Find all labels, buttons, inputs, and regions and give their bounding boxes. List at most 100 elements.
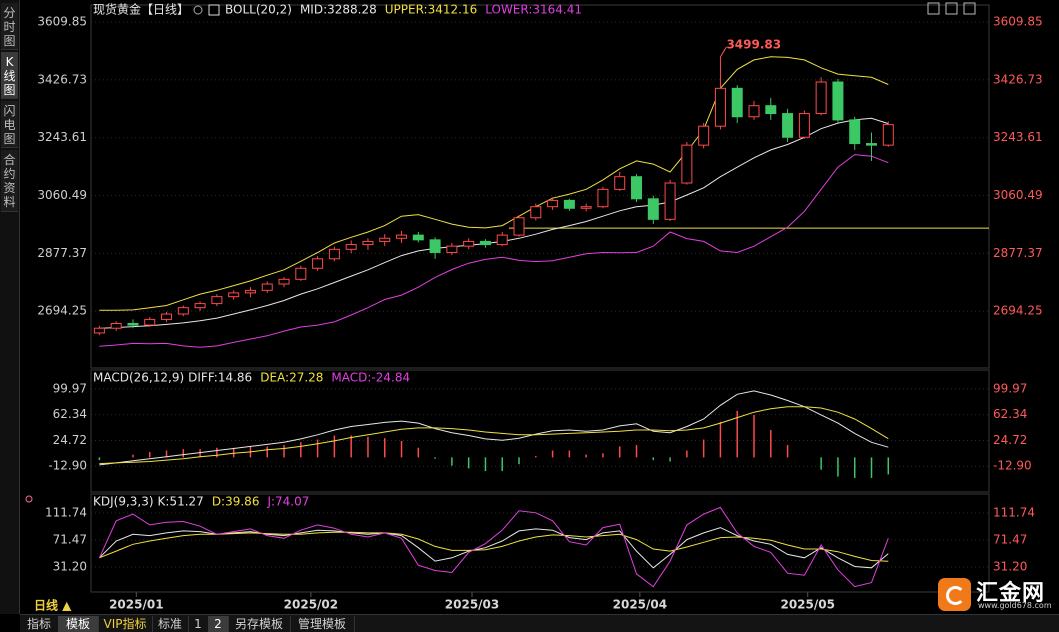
candle-body — [345, 244, 357, 250]
candle-body — [714, 87, 726, 127]
legend-item: MACD:-24.84 — [331, 371, 410, 385]
y-tick-label: 62.34 — [53, 407, 87, 421]
logo: 汇金网 www.gold678.com — [936, 577, 1054, 613]
y-tick-label-right: 2877.37 — [993, 246, 1043, 260]
toolbar-button[interactable]: 2 — [208, 616, 229, 632]
candle-body — [530, 206, 542, 219]
settings-icon — [208, 4, 220, 16]
y-tick-label-right: 71.47 — [993, 532, 1027, 546]
y-tick-label-right: -12.90 — [993, 459, 1032, 473]
candle-body — [614, 176, 626, 190]
candle-body — [698, 125, 710, 146]
candle-body — [144, 318, 156, 326]
sidebar-tab[interactable]: K线图 — [1, 52, 18, 99]
sidebar-tab[interactable]: 分时图 — [1, 3, 18, 50]
candle-body — [396, 234, 408, 239]
y-tick-label: 2694.25 — [37, 304, 87, 318]
candle-body — [765, 105, 777, 115]
legend-item: BOLL(20,2) — [225, 3, 292, 17]
panel-title: MACD(26,12,9) — [93, 371, 184, 385]
candle-body — [882, 124, 894, 146]
indicator-line — [99, 56, 889, 311]
y-tick-label-right: 24.72 — [993, 433, 1027, 447]
candle-body — [228, 292, 240, 298]
x-tick-label: 2025/02 — [284, 598, 338, 612]
legend-item: LOWER:3164.41 — [485, 3, 582, 17]
y-tick-label: 99.97 — [53, 381, 87, 395]
sidebar-tab[interactable]: 闪电图 — [1, 101, 18, 148]
toolbar-button[interactable]: 指标 — [20, 616, 59, 632]
add-icon — [193, 5, 203, 15]
candle-body — [563, 199, 575, 209]
candle-body — [244, 289, 256, 294]
candle-body — [110, 322, 122, 329]
toolbar-button[interactable]: 标准 — [152, 616, 189, 632]
legend-item: K:51.27 — [158, 495, 204, 509]
candle-body — [681, 144, 693, 184]
y-tick-label: 24.72 — [53, 433, 87, 447]
candle-body — [429, 239, 441, 253]
panel-frame — [90, 493, 990, 593]
y-tick-label-right: 3426.73 — [993, 72, 1043, 86]
candle-body — [815, 81, 827, 115]
candle-body — [631, 176, 643, 200]
toolbar: 指标 模板 VIP指标 标准 1 2 另存模板 管理模板 — [20, 614, 1059, 632]
candle-body — [312, 258, 324, 269]
candle-body — [647, 198, 659, 220]
window-icon — [945, 2, 958, 15]
candle-body — [379, 237, 391, 242]
x-tick-label: 2025/01 — [109, 598, 163, 612]
indicator-line — [99, 117, 889, 329]
toolbar-button[interactable]: VIP指标 — [98, 616, 153, 632]
y-tick-label-right: 31.20 — [993, 560, 1027, 574]
y-tick-label: 3426.73 — [37, 72, 87, 86]
y-tick-label-right: 2694.25 — [993, 304, 1043, 318]
candle-body — [161, 313, 173, 320]
sidebar-tab[interactable]: 合约资料 — [1, 150, 18, 212]
logo-url: www.gold678.com — [978, 601, 1052, 610]
indicator-line — [99, 527, 889, 569]
panel-frame — [90, 4, 990, 369]
indicator-line — [99, 154, 889, 348]
window-icon — [963, 2, 976, 15]
indicator-line — [99, 531, 889, 562]
panel-frame — [90, 369, 990, 493]
indicator-icon — [25, 495, 33, 503]
y-tick-label-right: 3609.85 — [993, 15, 1043, 29]
toolbar-button[interactable]: 1 — [188, 616, 209, 632]
logo-name: 汇金网 — [976, 581, 1046, 606]
legend-item: D:39.86 — [212, 495, 260, 509]
candle-body — [261, 283, 273, 291]
candle-body — [362, 240, 374, 246]
candle-body — [127, 322, 139, 326]
candle-body — [177, 307, 189, 315]
candle-body — [278, 278, 290, 285]
candle-body — [866, 143, 878, 146]
y-tick-label: 3609.85 — [37, 15, 87, 29]
y-tick-label: 3060.49 — [37, 188, 87, 202]
high-pointer — [720, 46, 727, 58]
candle-body — [194, 303, 206, 309]
y-tick-label-right: 3060.49 — [993, 188, 1043, 202]
legend-item: UPPER:3412.16 — [385, 3, 477, 17]
toolbar-button[interactable]: 模板 — [58, 616, 99, 632]
candle-body — [211, 296, 223, 305]
window-icon — [927, 2, 940, 15]
candle-body — [782, 113, 794, 138]
x-tick-label: 2025/03 — [445, 598, 499, 612]
toolbar-button[interactable]: 另存模板 — [228, 616, 291, 632]
chart: 3609.85 3609.85 3426.73 3426.73 3243.61 3243.… — [0, 0, 1043, 614]
candle-body — [664, 182, 676, 220]
candle-body — [731, 87, 743, 118]
candle-body — [580, 206, 592, 209]
panel-title: KDJ(9,3,3) — [93, 495, 154, 509]
panel-title: 现货黄金【日线】 — [93, 2, 189, 17]
y-tick-label: 31.20 — [53, 560, 87, 574]
y-tick-label-right: 99.97 — [993, 381, 1027, 395]
legend-item: DEA:27.28 — [260, 371, 323, 385]
candle-body — [446, 245, 458, 253]
x-tick-label: 2025/05 — [780, 598, 834, 612]
toolbar-button[interactable]: 管理模板 — [290, 616, 355, 632]
period-label: 日线 ▲ — [34, 598, 72, 613]
